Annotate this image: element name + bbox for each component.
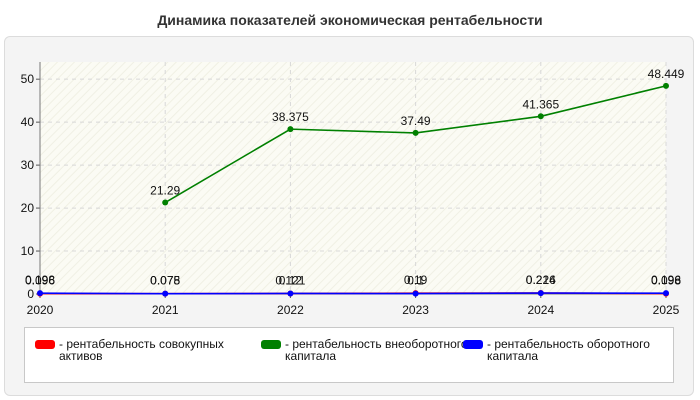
series-2-data-label: 0.196 bbox=[651, 273, 681, 287]
series-1-data-label: 38.375 bbox=[272, 110, 309, 124]
x-tick-label: 2024 bbox=[527, 303, 554, 317]
series-0-data-label: 0.098 bbox=[651, 274, 681, 288]
series-1-data-label: 48.449 bbox=[648, 67, 685, 81]
legend-swatch bbox=[35, 340, 55, 349]
y-tick-label: 0 bbox=[27, 287, 34, 301]
plot-area-hatch bbox=[40, 62, 666, 294]
legend-label: - рентабельность внеоборотного капитала bbox=[285, 337, 468, 363]
legend-swatch bbox=[261, 340, 281, 349]
series-1-data-label: 37.49 bbox=[401, 114, 431, 128]
chart-legend: - рентабельность совокупных активов - рен… bbox=[24, 327, 674, 383]
series-1-point bbox=[412, 129, 419, 136]
x-tick-label: 2025 bbox=[653, 303, 680, 317]
series-2-point bbox=[287, 290, 294, 297]
x-tick-label: 2023 bbox=[402, 303, 429, 317]
series-2-data-label: 0.12 bbox=[279, 273, 303, 287]
series-1-point bbox=[537, 113, 544, 120]
series-2-point bbox=[537, 290, 544, 297]
legend-label: - рентабельность совокупных активов bbox=[59, 337, 224, 363]
series-1-point bbox=[162, 199, 169, 206]
y-tick-label: 20 bbox=[21, 201, 35, 215]
series-2-point bbox=[412, 290, 419, 297]
series-2-point bbox=[663, 290, 669, 297]
series-2-data-label: 0.214 bbox=[526, 273, 556, 287]
y-tick-label: 10 bbox=[21, 244, 35, 258]
series-0-data-label: 0.121 bbox=[275, 273, 305, 287]
y-tick-label: 30 bbox=[21, 158, 35, 172]
series-0-data-label: 0.226 bbox=[526, 273, 556, 287]
line-chart: 0 10 20 30 40 50 2020 2021 2022 2023 2024 2025 0.09… bbox=[21, 62, 685, 317]
series-1-point bbox=[287, 126, 294, 133]
series-0-data-label: 0.096 bbox=[25, 274, 55, 288]
chart-title: Динамика показателей экономическая рента… bbox=[157, 12, 543, 28]
series-2-point bbox=[162, 290, 169, 297]
series-1-point bbox=[663, 82, 669, 89]
series-1-data-label: 21.29 bbox=[150, 184, 180, 198]
x-tick-label: 2021 bbox=[152, 303, 179, 317]
x-tick-label: 2020 bbox=[27, 303, 54, 317]
series-0-data-label: 0.19 bbox=[404, 273, 428, 287]
series-0-data-label: 0.078 bbox=[150, 274, 180, 288]
series-2-point bbox=[37, 290, 43, 297]
series-2-data-label: 0.1 bbox=[407, 274, 424, 288]
legend-label: - рентабельность оборотного капитала bbox=[487, 337, 650, 363]
x-tick-label: 2022 bbox=[277, 303, 304, 317]
legend-swatch bbox=[463, 340, 483, 349]
series-1-data-label: 41.365 bbox=[522, 97, 559, 111]
y-tick-label: 40 bbox=[21, 115, 35, 129]
series-2-data-label: 0.198 bbox=[25, 273, 55, 287]
series-2-data-label: 0.075 bbox=[150, 274, 180, 288]
y-tick-label: 50 bbox=[21, 72, 35, 86]
series-line-2 bbox=[39, 292, 667, 295]
